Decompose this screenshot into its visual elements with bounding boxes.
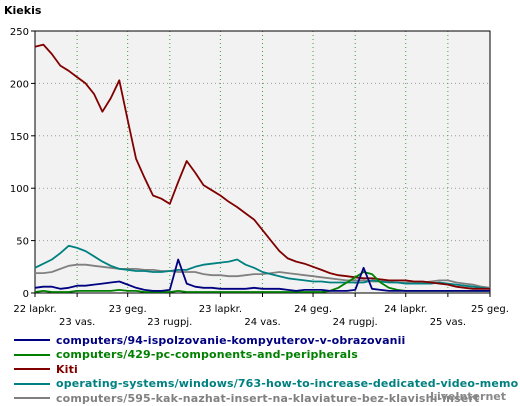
x-tick-label: 25 vas. <box>430 317 466 328</box>
legend-label: Kiti <box>56 362 78 376</box>
axes <box>31 30 491 297</box>
legend: computers/94-ispolzovanie-kompyuterov-v-… <box>14 333 520 406</box>
legend-swatch <box>14 353 50 356</box>
series-line <box>35 263 491 289</box>
x-tick-label: 24 lapkr. <box>384 304 427 315</box>
x-tick-label: 23 lapkr. <box>199 304 242 315</box>
tick-labels: 0 50 100 150 200 250 22 lapkr. 23 geg. 23 lapkr.… <box>10 27 509 328</box>
legend-item: computers/94-ispolzovanie-kompyuterov-v-… <box>14 333 520 348</box>
legend-label: computers/595-kak-nazhat-insert-na-klavi… <box>56 391 480 405</box>
x-tick-label: 23 rugpj. <box>147 317 192 328</box>
legend-item: Kiti <box>14 362 520 377</box>
legend-swatch <box>14 368 50 371</box>
legend-label: computers/94-ispolzovanie-kompyuterov-v-… <box>56 333 406 347</box>
legend-swatch <box>14 339 50 342</box>
y-tick-label: 0 <box>23 289 29 300</box>
plot-frame <box>34 30 491 294</box>
legend-swatch <box>14 397 50 400</box>
x-tick-label: 25 geg. <box>471 304 509 315</box>
series-line <box>34 258 490 292</box>
y-tick-label: 250 <box>10 27 29 38</box>
x-tick-label: 23 vas. <box>59 317 95 328</box>
legend-swatch <box>14 382 50 385</box>
y-axis-label: Kiekis <box>4 4 42 17</box>
legend-label: operating-systems/windows/763-how-to-inc… <box>56 377 519 391</box>
x-tick-label: 24 geg. <box>294 304 332 315</box>
x-tick-label: 24 rugpj. <box>333 317 378 328</box>
plot-area <box>35 31 490 293</box>
y-tick-label: 50 <box>16 237 29 248</box>
x-tick-label: 24 vas. <box>244 317 280 328</box>
legend-item: computers/595-kak-nazhat-insert-na-klavi… <box>14 391 520 406</box>
x-tick-label: 22 lapkr. <box>13 304 56 315</box>
legend-item: operating-systems/windows/763-how-to-inc… <box>14 377 520 392</box>
legend-item: computers/429-pc-components-and-peripher… <box>14 348 520 363</box>
x-tick-label: 23 geg. <box>109 304 147 315</box>
series-line <box>34 43 490 290</box>
y-tick-label: 100 <box>10 184 29 195</box>
series-line <box>34 244 491 290</box>
y-tick-label: 150 <box>10 132 29 143</box>
series-lines <box>34 43 491 293</box>
watermark: LiveInternet <box>429 390 506 403</box>
y-tick-label: 200 <box>10 79 29 90</box>
legend-label: computers/429-pc-components-and-peripher… <box>56 348 358 362</box>
